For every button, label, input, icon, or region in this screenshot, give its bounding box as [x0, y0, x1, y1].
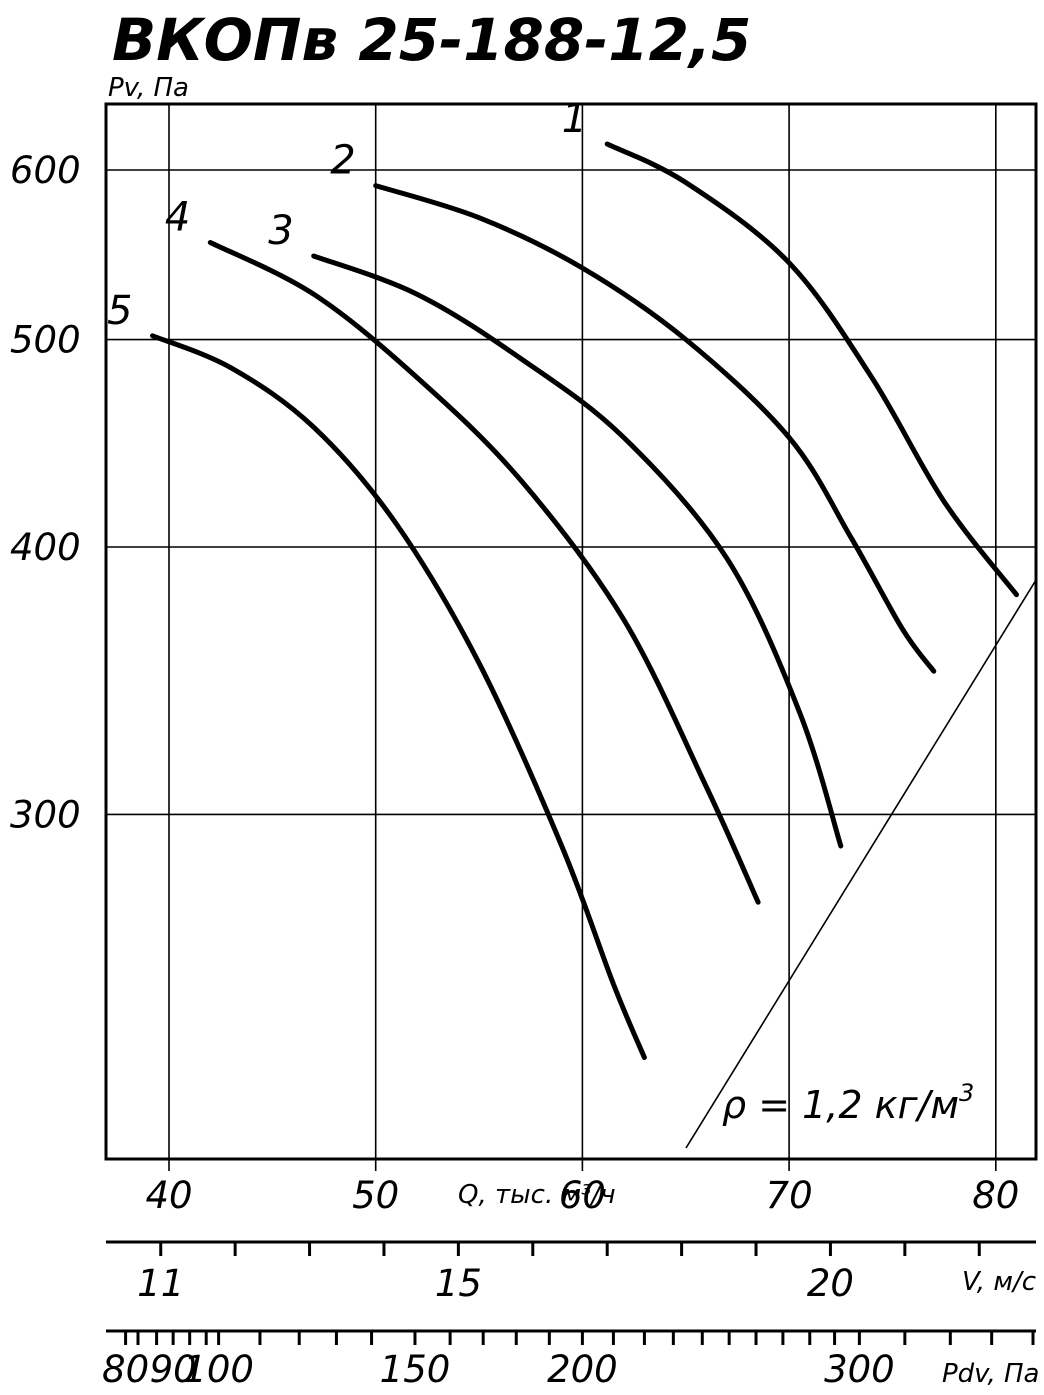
x-axis-label: Q, тыс. м³/ч	[458, 1180, 616, 1210]
y-tick-labels: 300 400 500 600	[10, 149, 81, 836]
pdv-tick-label: 200	[547, 1348, 618, 1391]
plot-frame	[104, 102, 1038, 1161]
pdv-tick-label: 80	[102, 1348, 149, 1391]
pdv-tick-label: 150	[380, 1348, 451, 1391]
x-tick-label: 80	[972, 1174, 1019, 1217]
density-label: ρ = 1,2 кг/м3	[722, 1079, 974, 1127]
curve-label-4: 4	[165, 194, 190, 240]
x-tick-label: 40	[145, 1174, 192, 1217]
x-tick-label: 50	[352, 1174, 399, 1217]
velocity-axis-ticks: 11 15 20	[137, 1242, 981, 1305]
chart-title: ВКОПв 25-188-12,5	[112, 6, 751, 74]
y-tick-label: 300	[10, 793, 81, 836]
curve-2	[373, 183, 937, 674]
pdv-axis-label: Pdv, Па	[942, 1359, 1039, 1389]
x-tick-label: 70	[766, 1174, 813, 1217]
velocity-tick-label: 11	[137, 1262, 184, 1305]
density-label-sup: 3	[959, 1079, 974, 1107]
density-line	[685, 579, 1037, 1149]
curve-label-1: 1	[562, 96, 587, 142]
curve-5	[150, 333, 647, 1060]
pdv-tick-label: 90	[150, 1348, 197, 1391]
y-tick-label: 400	[10, 526, 81, 569]
curve-4	[207, 240, 761, 905]
pdv-tick-label: 300	[824, 1348, 895, 1391]
velocity-tick-label: 15	[435, 1262, 482, 1305]
y-axis-label: Pv, Па	[108, 73, 189, 103]
curve-label-5: 5	[107, 288, 132, 334]
grid-lines	[106, 104, 1036, 1171]
x-tick-label: 60	[559, 1174, 606, 1217]
velocity-axis-label: V, м/с	[962, 1267, 1036, 1297]
y-tick-label: 600	[10, 149, 81, 192]
velocity-tick-label: 20	[807, 1262, 854, 1305]
density-label-text: ρ = 1,2 кг/м	[722, 1083, 959, 1127]
y-tick-label: 500	[10, 319, 81, 362]
curve-1	[604, 141, 1019, 598]
fan-curves	[150, 141, 1019, 1060]
curve-label-3: 3	[268, 208, 293, 254]
curve-label-2: 2	[330, 138, 355, 184]
x-tick-labels: 40 50 60 70 80	[145, 1174, 1019, 1217]
curve-3	[311, 253, 844, 849]
pdv-tick-label: 100	[183, 1348, 254, 1391]
